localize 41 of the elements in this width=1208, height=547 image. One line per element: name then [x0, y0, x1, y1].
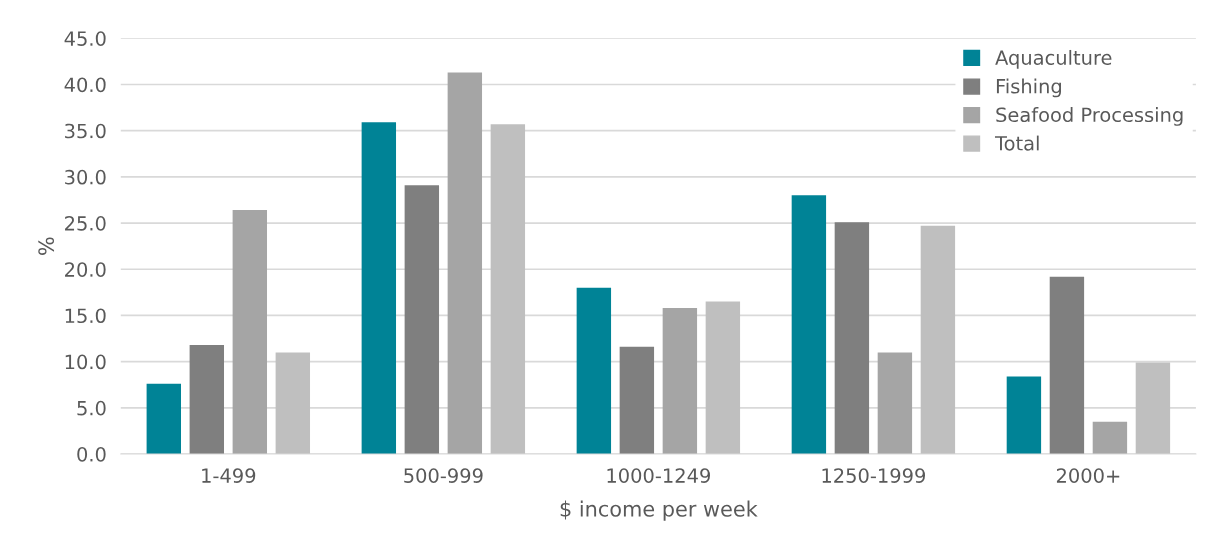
- x-tick-label: 1-499: [202, 468, 256, 483]
- bar: [1006, 376, 1042, 455]
- bar: [232, 210, 268, 455]
- x-axis-title: $ income per week: [560, 500, 758, 521]
- y-tick-label: 40.0: [64, 77, 106, 93]
- bar: [189, 345, 225, 455]
- bar: [447, 72, 483, 455]
- bar: [705, 301, 741, 455]
- x-tick-label: 1000-1249: [607, 468, 710, 483]
- legend-label: Aquaculture: [995, 49, 1112, 69]
- x-tick-label: 500-999: [404, 468, 483, 483]
- x-tick-label: 1250-1999: [822, 468, 926, 483]
- bar: [877, 352, 913, 455]
- bar: [490, 124, 526, 455]
- y-tick-label: 10.0: [65, 354, 106, 370]
- y-tick-label: 35.0: [65, 123, 106, 139]
- y-tick-label: 30.0: [65, 169, 106, 185]
- legend-label: Seafood Processing: [996, 107, 1183, 126]
- bar: [619, 346, 655, 455]
- x-tick-label: 2000+: [1056, 468, 1120, 483]
- bar: [920, 225, 956, 455]
- y-axis-title: %: [38, 237, 55, 255]
- y-tick-label: 0.0: [77, 446, 106, 462]
- bar: [576, 287, 612, 455]
- bar: [834, 222, 870, 455]
- y-tick-label: 25.0: [65, 216, 106, 231]
- bar: [662, 308, 698, 455]
- bar: [791, 195, 827, 455]
- bar: [1135, 362, 1171, 455]
- bar: [361, 122, 397, 455]
- y-tick-label: 15.0: [65, 308, 106, 324]
- bar: [146, 383, 182, 455]
- bar: [404, 185, 440, 455]
- legend-label: Fishing: [996, 78, 1061, 98]
- bar: [275, 352, 311, 455]
- legend-label: Total: [994, 135, 1039, 151]
- y-tick-label: 20.0: [65, 262, 106, 277]
- bar: [1049, 276, 1085, 455]
- y-tick-label: 45.0: [64, 31, 106, 46]
- bar: [1092, 421, 1128, 455]
- y-tick-label: 5.0: [77, 400, 106, 416]
